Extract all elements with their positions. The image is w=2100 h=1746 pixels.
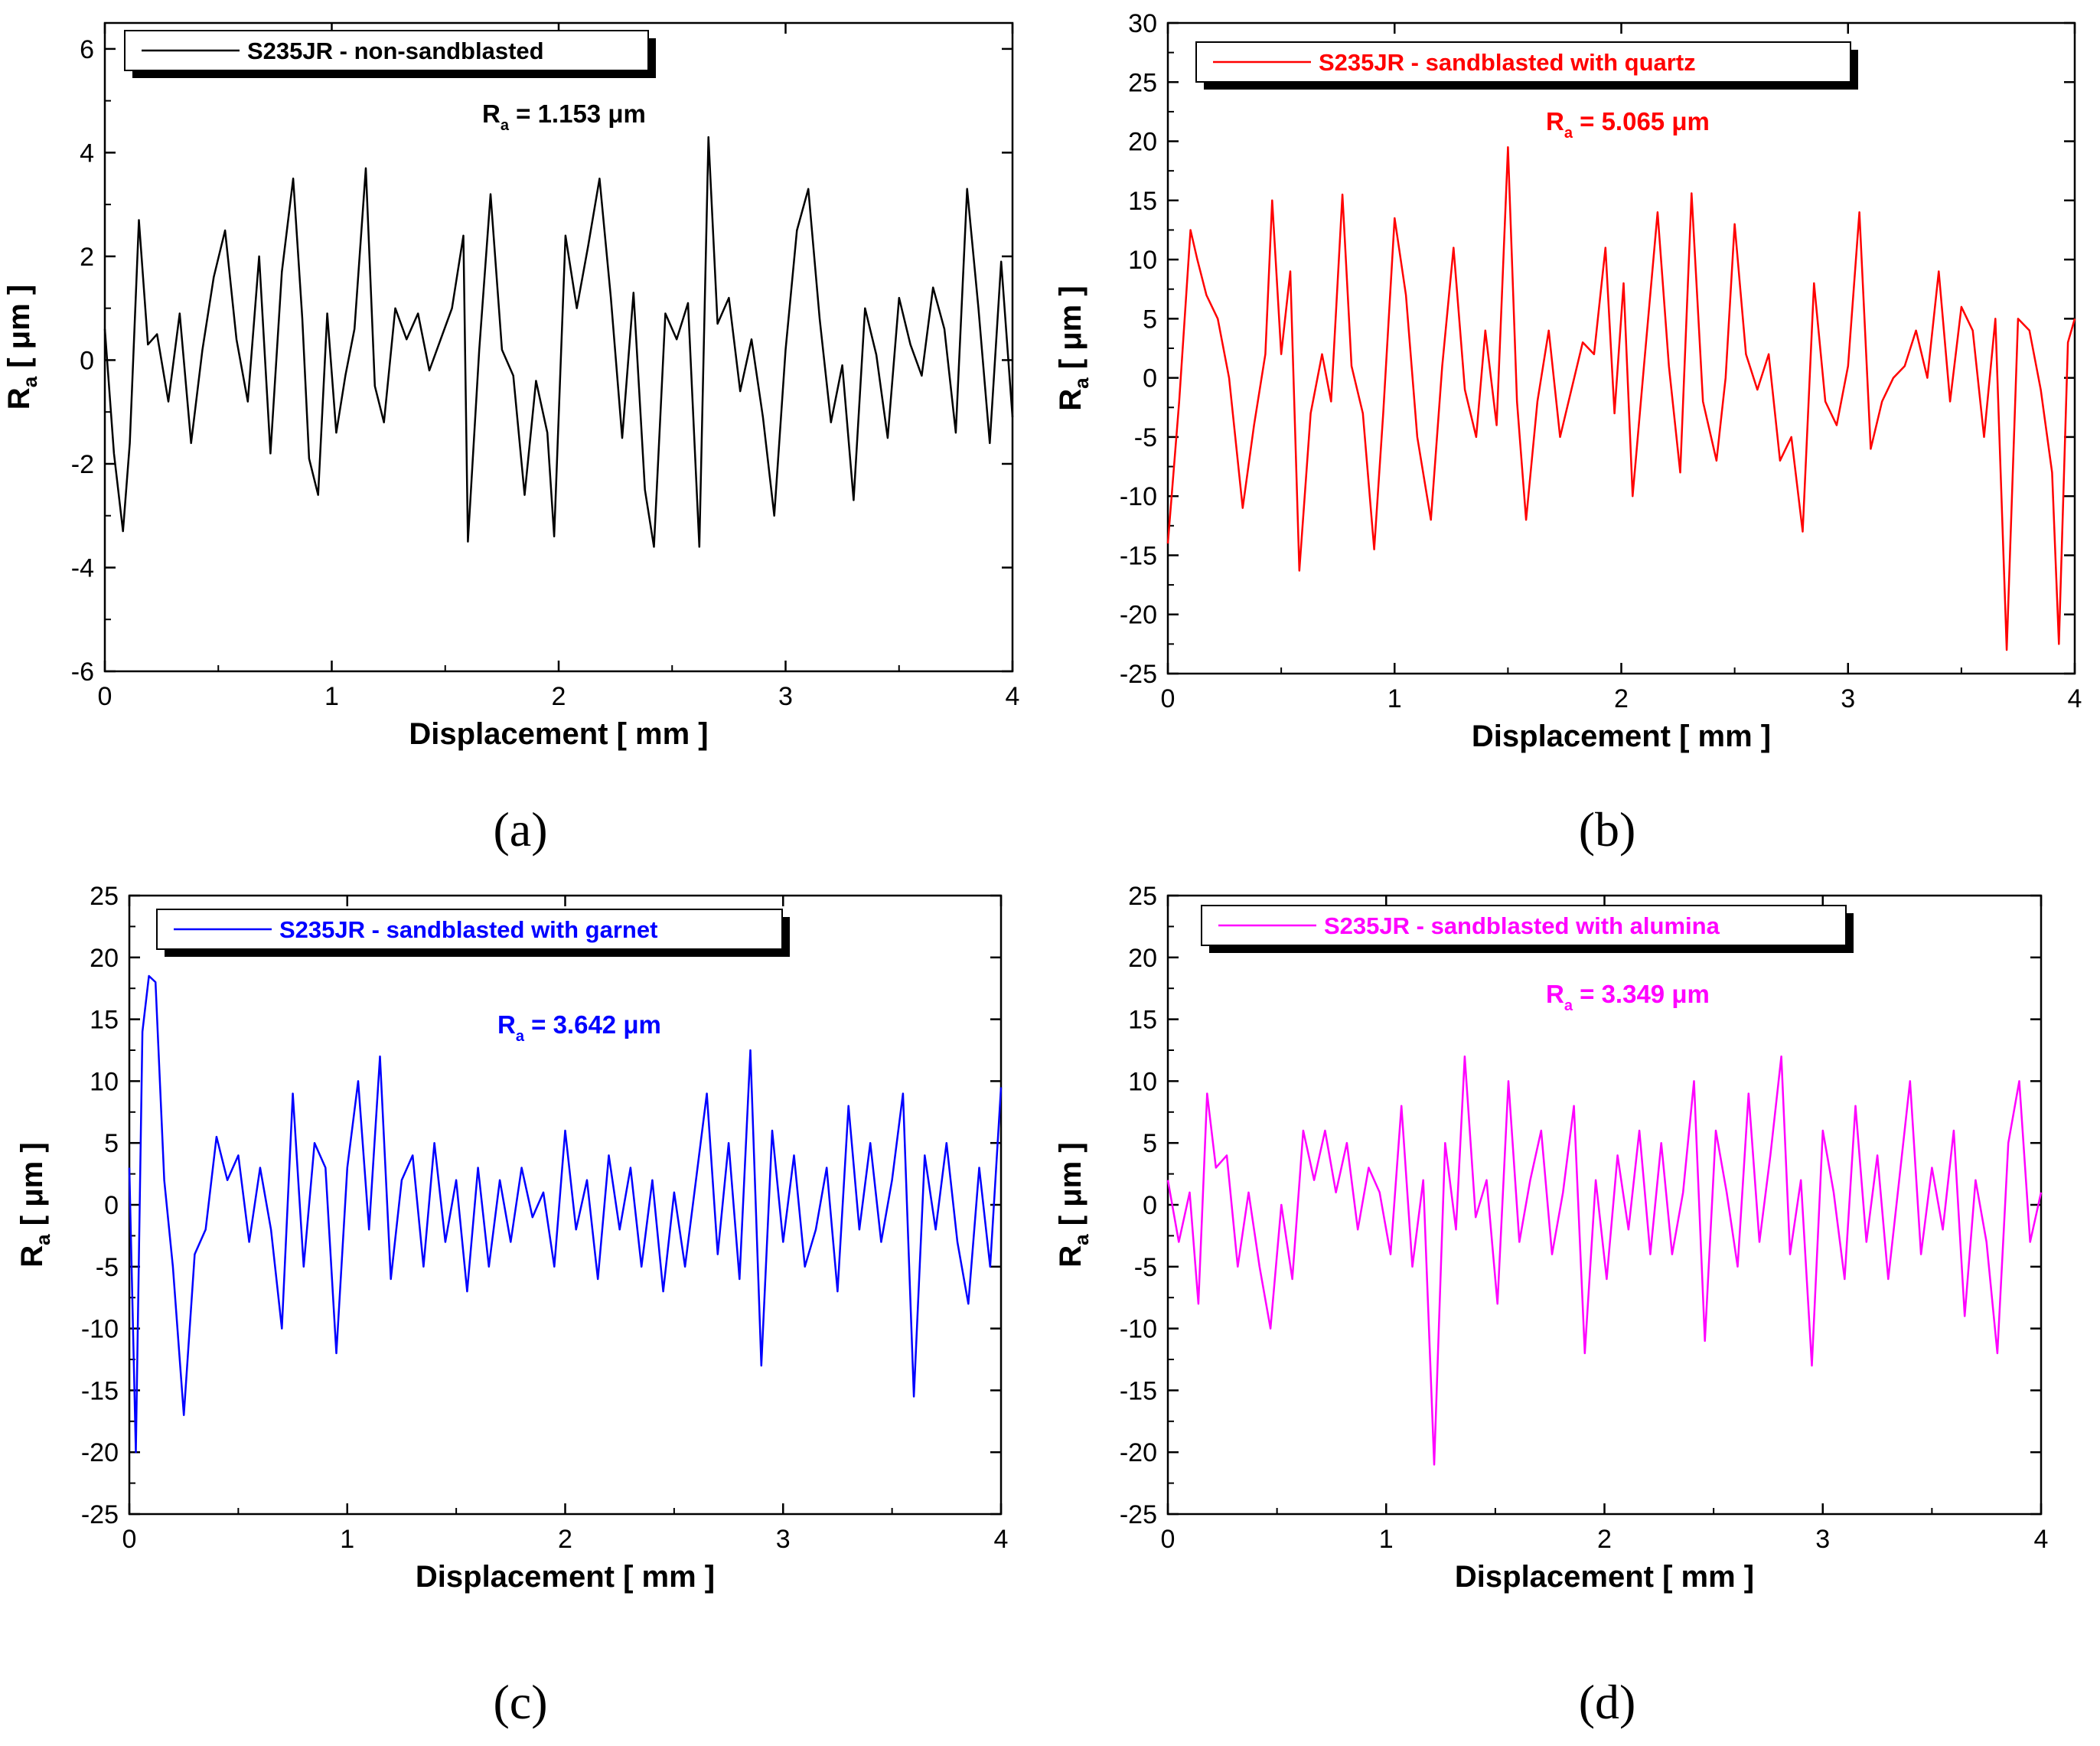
- y-tick-label: -15: [81, 1376, 119, 1405]
- chart-b: (b) 0 1 2 3 4 -25 -20 -15 -10 -5 0 5 10 15 20 25 30 Displ…: [1054, 9, 2082, 857]
- y-tick-label: -15: [1120, 541, 1157, 570]
- y-tick-label: -25: [1120, 660, 1157, 689]
- series-line: [1166, 146, 2076, 651]
- x-tick-label: 2: [1614, 684, 1629, 713]
- y-tick-label: -4: [71, 553, 94, 583]
- x-tick-label: 0: [1161, 684, 1176, 713]
- y-tick-label: 10: [90, 1067, 119, 1096]
- x-tick-label: 3: [776, 1525, 791, 1554]
- y-tick-label: -5: [1134, 423, 1157, 452]
- y-tick-label: 0: [1143, 1191, 1157, 1220]
- chart-d: (d) 0 1 2 3 4 -25 -20 -15 -10 -5 0 5 10 15 20 25 Displac…: [1054, 882, 2048, 1729]
- x-axis-title: Displacement [ mm ]: [409, 717, 708, 751]
- y-tick-label: 4: [80, 139, 94, 168]
- x-tick-label: 3: [1815, 1525, 1830, 1554]
- y-tick-label: 6: [80, 35, 94, 64]
- ra-annotation: Ra = 3.642 μm: [497, 1010, 661, 1045]
- y-tick-label: -10: [1120, 482, 1157, 511]
- y-tick-label: 10: [1128, 1067, 1157, 1096]
- x-tick-label: 2: [1597, 1525, 1612, 1554]
- y-tick-label: -6: [71, 658, 94, 687]
- x-tick-label: 1: [324, 682, 339, 711]
- y-tick-label: 25: [90, 882, 119, 911]
- y-tick-label: -5: [96, 1253, 119, 1282]
- x-tick-label: 1: [1379, 1525, 1394, 1554]
- x-tick-label: 4: [1006, 682, 1020, 711]
- y-tick-label: 15: [1128, 187, 1157, 216]
- ra-annotation: Ra = 5.065 μm: [1546, 107, 1710, 142]
- y-tick-label: 15: [1128, 1006, 1157, 1035]
- y-tick-label: -15: [1120, 1376, 1157, 1405]
- y-tick-label: 5: [104, 1129, 119, 1158]
- series-line: [103, 135, 1014, 548]
- chart-c: (c) 0 1 2 3 4 -25 -20 -15 -10 -5 0 5 10 15 20 25 Displac…: [15, 882, 1008, 1729]
- legend-label: S235JR - non-sandblasted: [247, 38, 544, 64]
- x-tick-label: 4: [994, 1525, 1009, 1554]
- x-tick-label: 1: [340, 1525, 354, 1554]
- y-tick-label: 25: [1128, 68, 1157, 97]
- y-tick-label: 20: [1128, 128, 1157, 157]
- y-axis-title: Ra [ μm ]: [2, 285, 41, 410]
- y-axis-title: Ra [ μm ]: [1054, 1142, 1093, 1267]
- y-tick-label: -10: [81, 1315, 119, 1344]
- x-axis-title: Displacement [ mm ]: [1455, 1560, 1754, 1594]
- y-tick-label: -5: [1134, 1253, 1157, 1282]
- y-tick-label: 5: [1143, 1129, 1157, 1158]
- y-tick-label: 10: [1128, 246, 1157, 275]
- y-tick-label: -25: [81, 1500, 119, 1529]
- y-tick-label: 30: [1128, 9, 1157, 38]
- panel-label-d: (d): [1579, 1675, 1636, 1729]
- x-tick-label: 0: [1161, 1525, 1176, 1554]
- x-axis-title: Displacement [ mm ]: [1472, 720, 1771, 753]
- y-tick-label: 2: [80, 243, 94, 272]
- y-tick-label: 0: [104, 1191, 119, 1220]
- y-tick-label: 0: [1143, 364, 1157, 393]
- x-tick-label: 2: [558, 1525, 572, 1554]
- y-tick-label: 0: [80, 346, 94, 375]
- x-tick-label: 3: [1841, 684, 1855, 713]
- y-tick-label: -20: [81, 1438, 119, 1467]
- x-axis-title: Displacement [ mm ]: [416, 1560, 715, 1594]
- x-tick-label: 0: [98, 682, 112, 711]
- y-tick-label: -10: [1120, 1315, 1157, 1344]
- chart-a: (a) 0 1 2 3 4 -6 -4 -2 0 2 4 6 Displacement [ mm ] Ra…: [2, 21, 1020, 857]
- y-tick-label: -20: [1120, 601, 1157, 630]
- y-tick-label: 20: [1128, 944, 1157, 973]
- ra-annotation: Ra = 3.349 μm: [1546, 980, 1710, 1014]
- x-tick-label: 4: [2068, 684, 2082, 713]
- x-tick-label: 0: [122, 1525, 137, 1554]
- y-tick-label: 15: [90, 1006, 119, 1035]
- y-tick-label: 20: [90, 944, 119, 973]
- panel-label-c: (c): [493, 1675, 547, 1729]
- y-tick-label: -2: [71, 450, 94, 479]
- legend-label: S235JR - sandblasted with alumina: [1324, 912, 1720, 939]
- y-tick-label: -25: [1120, 1500, 1157, 1529]
- panel-label-b: (b): [1579, 802, 1636, 857]
- legend-label: S235JR - sandblasted with garnet: [279, 916, 657, 943]
- panel-label-a: (a): [493, 802, 547, 857]
- y-tick-label: 5: [1143, 305, 1157, 334]
- legend-label: S235JR - sandblasted with quartz: [1319, 49, 1696, 76]
- y-axis-title: Ra [ μm ]: [1054, 286, 1093, 410]
- x-tick-label: 3: [778, 682, 793, 711]
- x-tick-label: 4: [2034, 1525, 2049, 1554]
- y-axis-title: Ra [ μm ]: [15, 1142, 54, 1267]
- series-line: [1166, 1055, 2043, 1466]
- series-line: [128, 974, 1003, 1454]
- x-tick-label: 1: [1388, 684, 1402, 713]
- ra-annotation: Ra = 1.153 μm: [482, 100, 646, 134]
- y-tick-label: 25: [1128, 882, 1157, 911]
- x-tick-label: 2: [552, 682, 566, 711]
- y-tick-label: -20: [1120, 1438, 1157, 1467]
